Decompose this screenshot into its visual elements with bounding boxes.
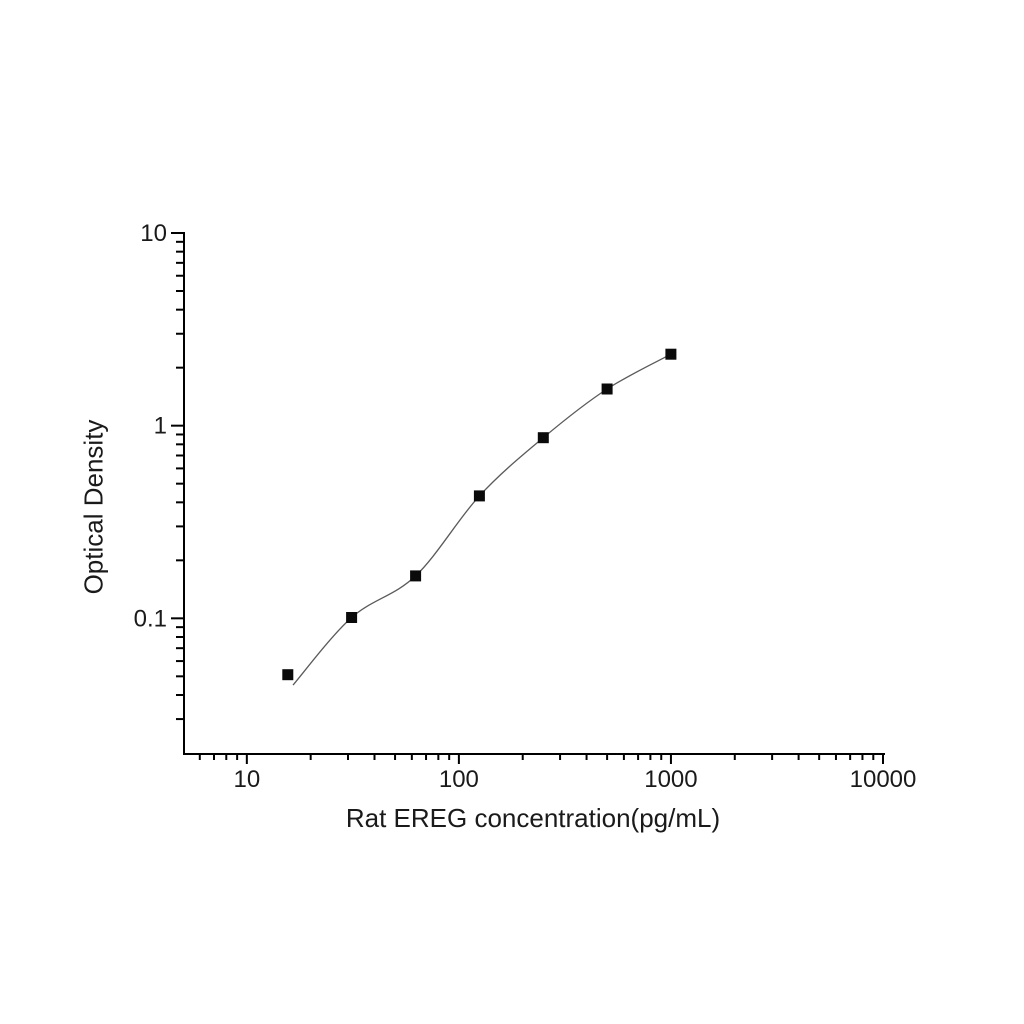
x-axis-title: Rat EREG concentration(pg/mL) bbox=[345, 803, 721, 833]
x-tick-label: 100 bbox=[439, 766, 479, 793]
data-point-marker bbox=[537, 432, 549, 444]
data-point-marker bbox=[473, 490, 485, 502]
x-tick-label: 1000 bbox=[644, 766, 697, 793]
data-point-marker bbox=[282, 669, 294, 681]
y-tick-label: 1 bbox=[154, 413, 167, 440]
y-axis-ticks bbox=[171, 232, 183, 721]
x-tick-label: 10000 bbox=[850, 766, 917, 793]
data-point-marker bbox=[601, 383, 613, 395]
x-axis-ticks bbox=[198, 755, 884, 764]
fit-curve-path bbox=[292, 353, 672, 686]
y-tick-label: 10 bbox=[140, 220, 167, 247]
fit-curve-line bbox=[292, 353, 672, 686]
data-point-markers bbox=[282, 348, 677, 681]
x-tick-label: 10 bbox=[233, 766, 260, 793]
data-point-marker bbox=[346, 612, 358, 623]
y-axis-title: Optical Density bbox=[78, 419, 109, 595]
x-axis: 10 100 1000 10000 bbox=[183, 753, 916, 793]
data-point-marker bbox=[665, 348, 677, 360]
y-tick-label: 0.1 bbox=[134, 605, 167, 632]
y-axis: 10 1 0.1 bbox=[134, 220, 185, 755]
data-point-marker bbox=[410, 570, 422, 582]
x-axis-tick-labels: 10 100 1000 10000 bbox=[233, 766, 916, 793]
y-axis-tick-labels: 10 1 0.1 bbox=[134, 220, 167, 632]
